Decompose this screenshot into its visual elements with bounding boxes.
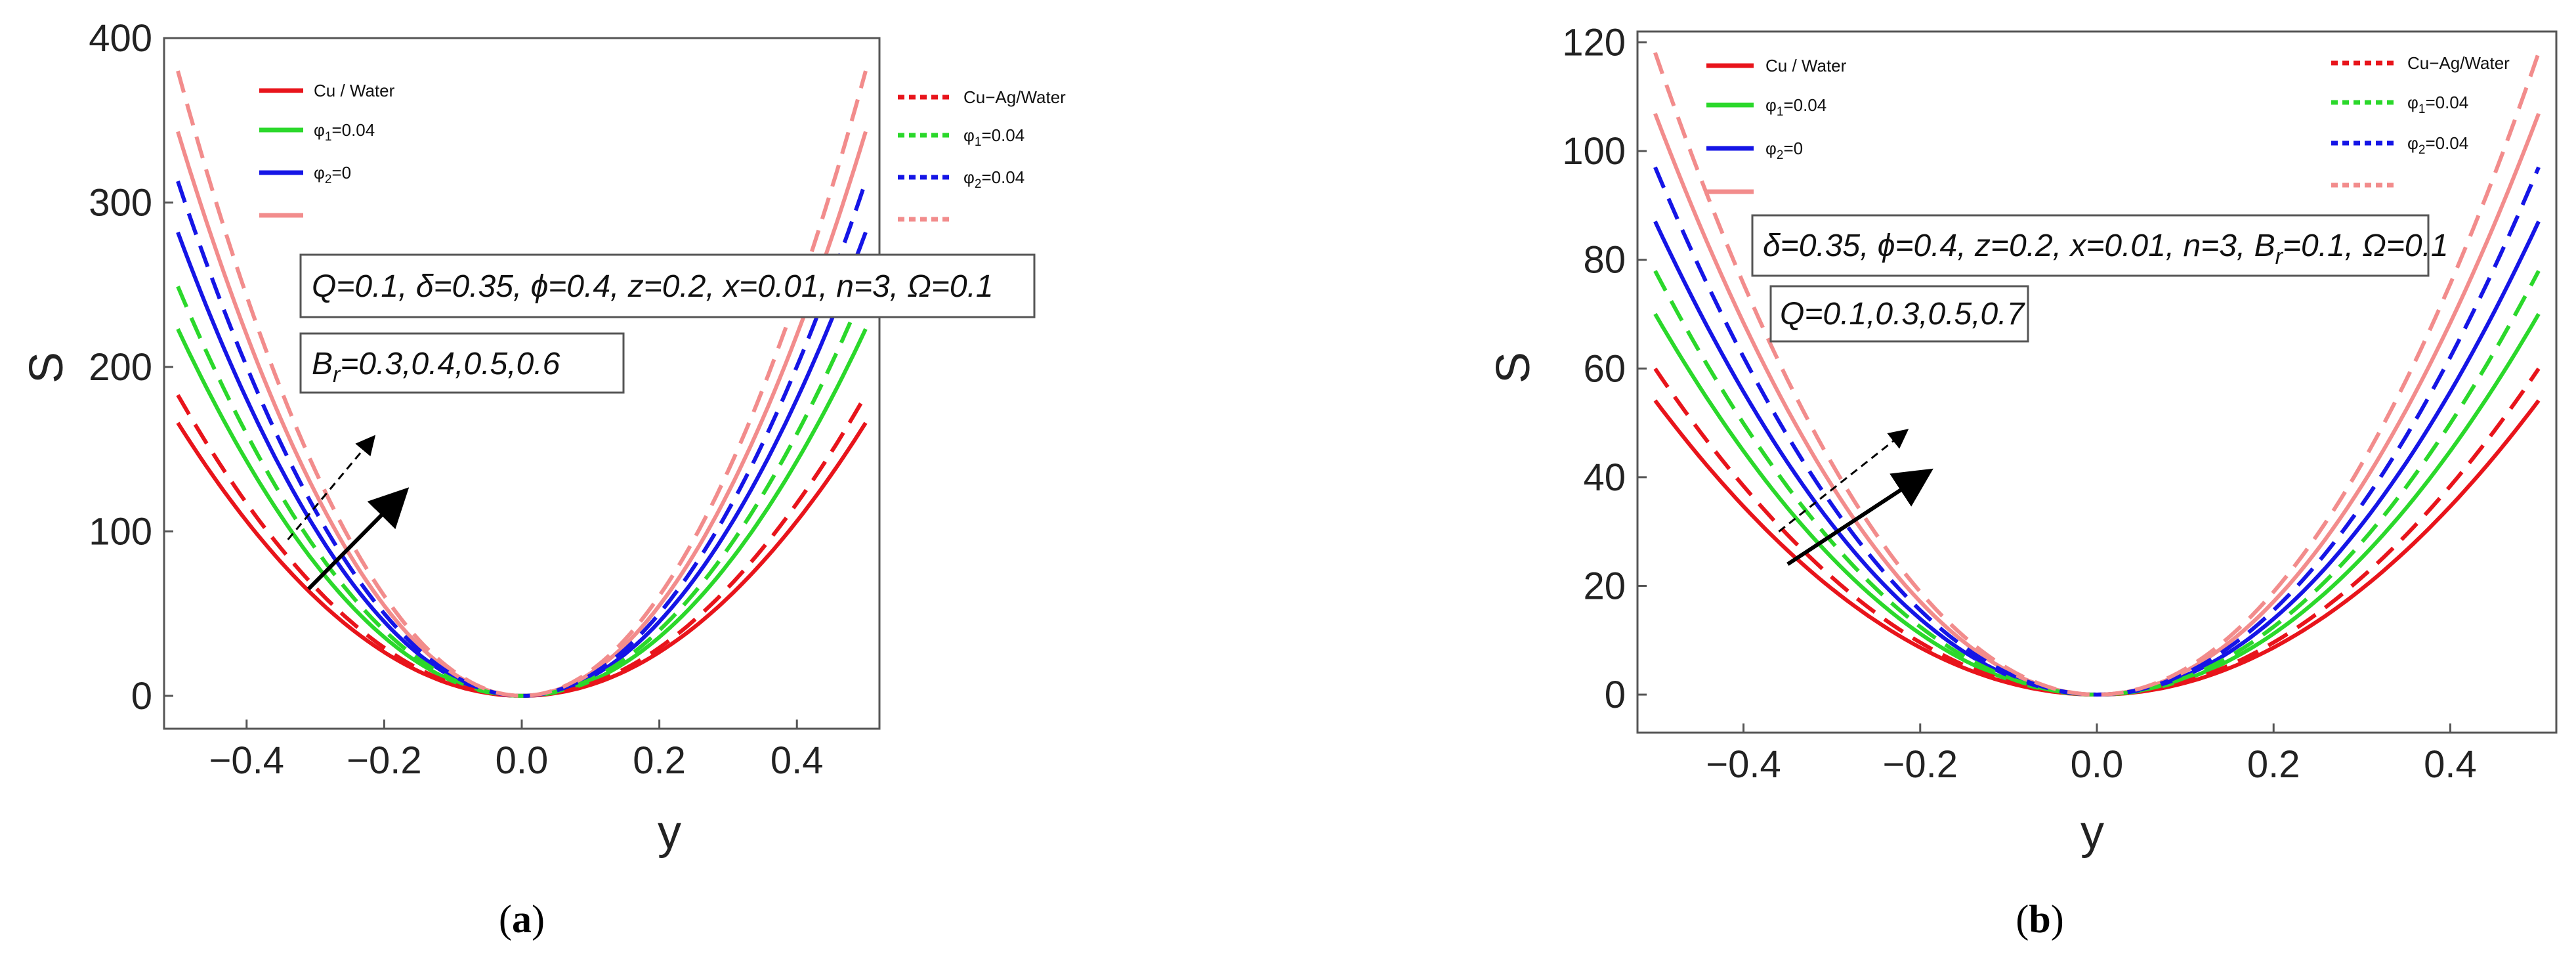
x-tick-label-a-2: 0.0 <box>496 739 549 782</box>
x-tick-label-a-0: −0.4 <box>209 739 285 782</box>
x-axis-title-b: y <box>2080 806 2104 859</box>
legend-label-cu-ag-water-b: Cu−Ag/Water <box>2407 53 2510 73</box>
y-tick-label-b-4: 80 <box>1583 239 1626 282</box>
legend-label-phi2-right-a: φ2=0.04 <box>963 167 1024 191</box>
legend-right-b: Cu−Ag/Water φ1=0.04 φ2=0.04 <box>2331 53 2510 188</box>
y-tick-label-b-0: 0 <box>1605 674 1626 716</box>
y-tick-label-a-4: 400 <box>89 17 152 60</box>
legend-left-a: Cu / Water φ1=0.04 φ2=0 <box>259 81 395 218</box>
q-text-b: Q=0.1,0.3,0.5,0.7 <box>1780 297 2026 332</box>
x-tick-label-b-2: 0.0 <box>2071 743 2124 786</box>
legend-label-phi1-a: φ1=0.04 <box>314 120 375 144</box>
series-line-a-6 <box>176 181 868 698</box>
legend-label-phi2-a: φ2=0 <box>314 163 351 186</box>
br-box-a: Br=0.3,0.4,0.5,0.6 <box>299 332 625 394</box>
legend-label-cu-water-b: Cu / Water <box>1765 56 1847 75</box>
arrow-b-1 <box>1786 468 1933 566</box>
x-tick-label-b-0: −0.4 <box>1706 743 1781 786</box>
panel-a: −0.4 −0.2 0.0 0.2 0.4 0 100 200 300 400 S y Cu /… <box>20 17 1066 941</box>
legend-label-phi2-right-b: φ2=0.04 <box>2407 133 2468 157</box>
series-group-a <box>176 70 868 698</box>
caption-b: (b) <box>2016 897 2063 941</box>
y-tick-label-a-1: 100 <box>89 510 152 553</box>
y-tick-label-a-2: 200 <box>89 346 152 389</box>
legend-left-b: Cu / Water φ1=0.04 φ2=0 <box>1706 56 1847 194</box>
br-text-a: Br=0.3,0.4,0.5,0.6 <box>312 347 560 387</box>
legend-label-cu-water-a: Cu / Water <box>314 81 395 100</box>
legend-label-phi1-right-b: φ1=0.04 <box>2407 93 2468 116</box>
legend-label-cu-ag-water-a: Cu−Ag/Water <box>963 87 1066 107</box>
x-axis-title-a: y <box>658 806 681 859</box>
series-group-b <box>1653 52 2541 697</box>
y-tick-label-b-6: 120 <box>1562 22 1626 64</box>
panel-b: −0.4 −0.2 0.0 0.2 0.4 0 20 40 60 80 100 120 S y Cu… <box>1487 22 2558 941</box>
y-ticks-b: 0 20 40 60 80 100 120 <box>1562 22 1647 716</box>
arrow-a-1 <box>306 487 410 591</box>
params-box-a: Q=0.1, δ=0.35, ϕ=0.4, z=0.2, x=0.01, n=3… <box>299 253 1036 318</box>
series-line-b-5 <box>1653 270 2541 697</box>
x-tick-label-a-3: 0.2 <box>633 739 686 782</box>
series-line-b-6 <box>1653 166 2541 697</box>
legend-right-a: Cu−Ag/Water φ1=0.04 φ2=0.04 <box>898 87 1066 222</box>
params-text-a: Q=0.1, δ=0.35, ϕ=0.4, z=0.2, x=0.01, n=3… <box>312 269 994 304</box>
legend-label-phi2-b: φ2=0 <box>1765 139 1803 162</box>
y-axis-title-b: S <box>1487 352 1540 383</box>
y-ticks-a: 0 100 200 300 400 <box>89 17 173 718</box>
y-tick-label-b-2: 40 <box>1583 456 1626 499</box>
y-tick-label-a-3: 300 <box>89 181 152 224</box>
y-tick-label-b-1: 20 <box>1583 565 1626 607</box>
x-tick-label-a-1: −0.2 <box>347 739 422 782</box>
arrows-group-b <box>1778 429 1933 566</box>
series-line-b-3 <box>1653 113 2541 697</box>
series-line-b-4 <box>1653 367 2541 697</box>
series-line-b-0 <box>1653 399 2541 697</box>
plot-frame-b <box>1636 30 2558 734</box>
q-box-b: Q=0.1,0.3,0.5,0.7 <box>1769 285 2029 343</box>
series-line-a-0 <box>176 421 868 698</box>
x-tick-label-a-4: 0.4 <box>771 739 824 782</box>
x-ticks-b: −0.4 −0.2 0.0 0.2 0.4 <box>1706 723 2477 786</box>
x-ticks-a: −0.4 −0.2 0.0 0.2 0.4 <box>209 720 824 782</box>
arrow-b-0 <box>1778 429 1909 532</box>
y-tick-label-a-0: 0 <box>131 675 152 718</box>
arrow-a-0 <box>287 435 376 540</box>
legend-label-phi1-b: φ1=0.04 <box>1765 95 1826 119</box>
y-tick-label-b-5: 100 <box>1562 130 1626 173</box>
x-tick-label-b-1: −0.2 <box>1883 743 1958 786</box>
y-axis-title-a: S <box>20 352 73 383</box>
x-tick-label-b-4: 0.4 <box>2424 743 2477 786</box>
series-line-b-7 <box>1653 52 2541 697</box>
caption-a: (a) <box>499 897 545 941</box>
params-box-b: δ=0.35, ϕ=0.4, z=0.2, x=0.01, n=3, Br=0.… <box>1751 214 2449 277</box>
legend-label-phi1-right-a: φ1=0.04 <box>963 125 1024 149</box>
params-text-b: δ=0.35, ϕ=0.4, z=0.2, x=0.01, n=3, Br=0.… <box>1763 228 2449 269</box>
x-tick-label-b-3: 0.2 <box>2247 743 2300 786</box>
series-line-a-5 <box>176 286 868 698</box>
arrows-group-a <box>287 435 410 591</box>
series-line-b-1 <box>1653 312 2541 697</box>
y-tick-label-b-3: 60 <box>1583 347 1626 390</box>
